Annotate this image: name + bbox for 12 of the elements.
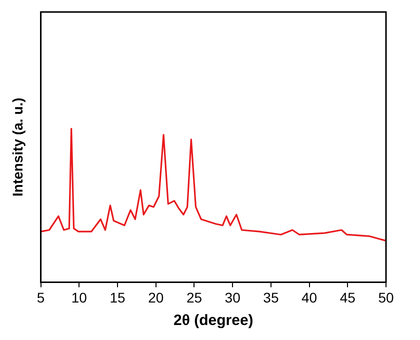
x-tick-label: 5	[36, 289, 45, 306]
x-tick-label: 25	[186, 289, 202, 306]
x-tick-label: 15	[110, 289, 126, 306]
x-tick-label: 35	[263, 289, 279, 306]
x-tick-label: 45	[340, 289, 356, 306]
x-tick-label: 50	[378, 289, 394, 306]
x-tick-label: 10	[71, 289, 88, 306]
y-axis-title: Intensity (a. u.)	[9, 98, 26, 196]
x-tick-label: 30	[224, 289, 241, 306]
x-tick-label: 40	[302, 289, 318, 306]
x-axis-title: 2θ (degree)	[173, 312, 254, 330]
x-tick-label: 20	[148, 289, 164, 306]
